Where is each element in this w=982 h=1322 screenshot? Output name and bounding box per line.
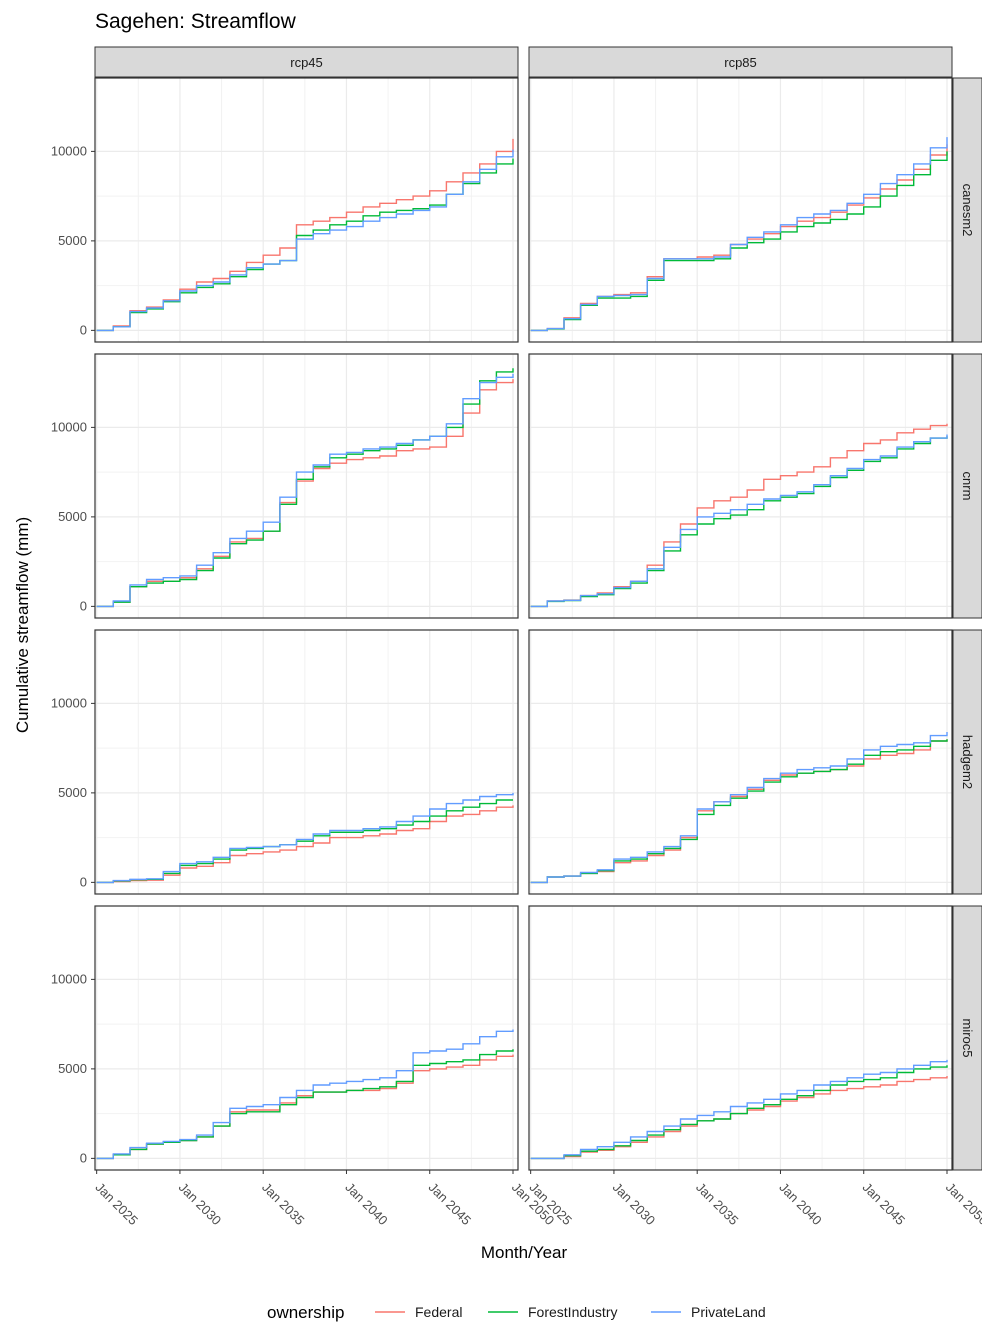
panel-background (95, 354, 518, 618)
panel-border (528, 905, 953, 1171)
y-tick-label: 10000 (51, 419, 87, 434)
y-tick-label: 10000 (51, 695, 87, 710)
panels-layer: rcp45 rcp85 canesm2 cnrm hadgem2 miroc5 0 5000 1… (51, 46, 982, 1228)
panel-background (529, 630, 952, 894)
y-axis-title: Cumulative streamflow (mm) (13, 517, 32, 733)
panel-miroc5-rcp85: Jan 2025 Jan 2030 Jan 2035 Jan 2040 Jan 2045… (527, 905, 982, 1228)
x-tick-label: Jan 2035 (693, 1180, 741, 1228)
legend: ownership Federal ForestIndustry PrivateLan… (267, 1303, 766, 1322)
y-tick-label: 5000 (58, 785, 87, 800)
row-strip-label: miroc5 (960, 1018, 975, 1057)
panel-border (528, 629, 953, 895)
column-strip-label: rcp45 (290, 55, 323, 70)
x-tick-label: Jan 2035 (259, 1180, 307, 1228)
row-strip-label: hadgem2 (960, 735, 975, 789)
panel-background (529, 906, 952, 1170)
y-tick-label: 0 (80, 1150, 87, 1165)
panel-hadgem2-rcp85 (528, 629, 953, 895)
x-tick-label: Jan 2030 (176, 1180, 224, 1228)
panel-canesm2-rcp85 (528, 77, 953, 343)
x-tick-label: Jan 2030 (610, 1180, 658, 1228)
y-tick-label: 10000 (51, 143, 87, 158)
panel-background (95, 630, 518, 894)
panel-border (94, 629, 519, 895)
panel-cnrm-rcp45: 0 5000 10000 (51, 353, 519, 619)
x-tick-label: Jan 2045 (860, 1180, 908, 1228)
row-strip-label: cnrm (960, 472, 975, 501)
row-strip-hadgem2 (952, 629, 982, 895)
panel-border (528, 353, 953, 619)
row-strip-cnrm (952, 353, 982, 619)
y-tick-label: 0 (80, 874, 87, 889)
series-line-privateland (96, 373, 514, 608)
panel-miroc5-rcp45: 0 5000 10000 Jan 2025 Jan 2030 Jan 2035 Jan 20… (51, 905, 557, 1228)
y-tick-label: 0 (80, 598, 87, 613)
panel-canesm2-rcp45: 0 5000 10000 (51, 77, 519, 343)
y-tick-label: 0 (80, 322, 87, 337)
panel-cnrm-rcp85 (528, 353, 953, 619)
panel-border (528, 77, 953, 343)
y-tick-label: 10000 (51, 971, 87, 986)
panel-background (95, 78, 518, 342)
row-strip-label: canesm2 (960, 184, 975, 237)
legend-title: ownership (267, 1303, 345, 1322)
series-line-federal (530, 423, 948, 608)
y-tick-label: 5000 (58, 509, 87, 524)
series-line-privateland (96, 792, 514, 884)
x-tick-label: Jan 2040 (776, 1180, 824, 1228)
x-axis-title: Month/Year (481, 1243, 568, 1262)
series-line-privateland (96, 149, 514, 332)
row-strip-canesm2 (952, 77, 982, 343)
y-tick-label: 5000 (58, 1061, 87, 1076)
series-line-privateland (530, 137, 948, 332)
column-strip-rcp45 (94, 46, 519, 78)
series-line-privateland (96, 1029, 514, 1160)
panel-border (94, 353, 519, 619)
legend-label-federal: Federal (415, 1304, 462, 1320)
series-line-federal (96, 138, 514, 332)
row-strip-miroc5 (952, 905, 982, 1171)
series-line-privateland (530, 1059, 948, 1160)
x-tick-label: Jan 2050 (943, 1180, 982, 1228)
legend-label-forestindustry: ForestIndustry (528, 1304, 617, 1320)
series-line-federal (96, 805, 514, 884)
panel-background (95, 906, 518, 1170)
series-line-privateland (530, 434, 948, 608)
legend-label-privateland: PrivateLand (691, 1304, 766, 1320)
column-strip-label: rcp85 (724, 55, 757, 70)
panel-background (529, 78, 952, 342)
panel-border (94, 905, 519, 1171)
series-line-privateland (530, 732, 948, 884)
x-tick-label: Jan 2045 (426, 1180, 474, 1228)
x-tick-label: Jan 2025 (93, 1180, 141, 1228)
x-tick-label: Jan 2040 (342, 1180, 390, 1228)
y-tick-label: 5000 (58, 233, 87, 248)
panel-background (529, 354, 952, 618)
panel-border (94, 77, 519, 343)
series-line-forestindustry (530, 739, 948, 884)
panel-hadgem2-rcp45: 0 5000 10000 (51, 629, 519, 895)
column-strip-rcp85 (528, 46, 953, 78)
series-line-forestindustry (530, 1065, 948, 1160)
chart-title: Sagehen: Streamflow (95, 10, 297, 33)
